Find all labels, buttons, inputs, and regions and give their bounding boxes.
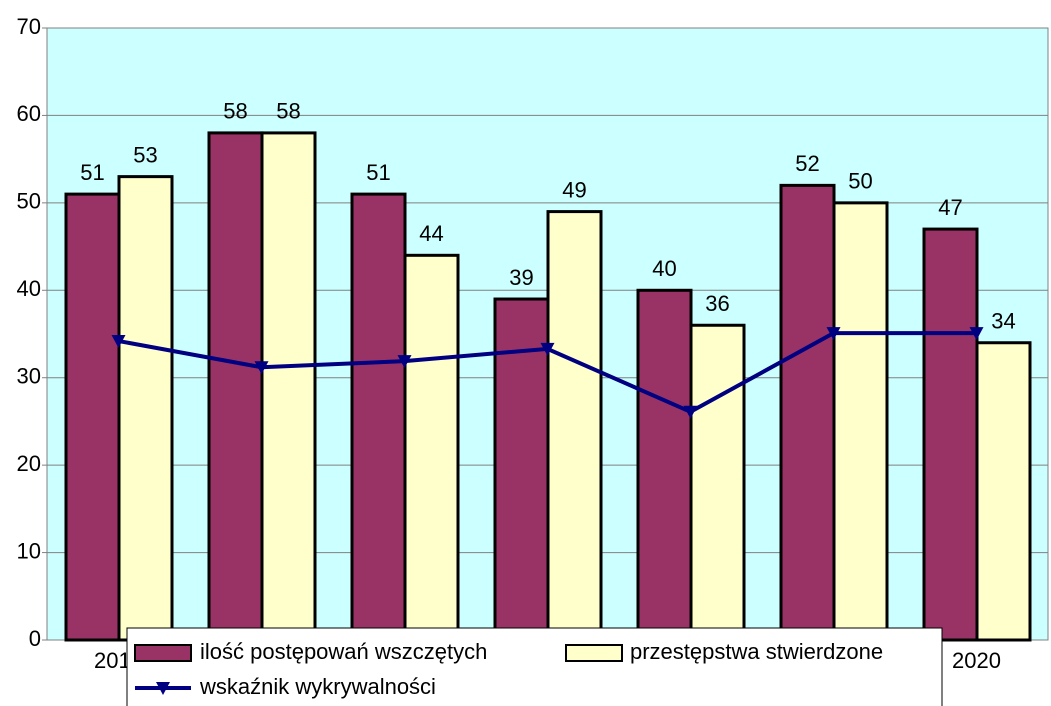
- data-label: 51: [366, 160, 390, 185]
- data-label: 51: [80, 160, 104, 185]
- bar: [64, 192, 121, 642]
- legend-marker: [156, 682, 170, 695]
- bar: [975, 341, 1032, 642]
- bar: [117, 175, 174, 642]
- line-marker: [826, 327, 841, 341]
- line-marker: [969, 327, 984, 341]
- bar: [922, 227, 979, 642]
- legend-swatch: [134, 644, 192, 662]
- y-tick-label: 10: [17, 538, 41, 563]
- bar: [350, 192, 407, 642]
- y-tick-label: 50: [17, 189, 41, 214]
- data-label: 47: [938, 195, 962, 220]
- bar: [832, 201, 889, 642]
- y-tick-label: 30: [17, 364, 41, 389]
- bar: [260, 131, 317, 642]
- data-label: 44: [419, 221, 443, 246]
- data-label: 52: [795, 151, 819, 176]
- line-marker: [254, 361, 269, 375]
- data-label: 58: [223, 99, 247, 124]
- data-label: 49: [562, 177, 586, 202]
- data-label: 39: [509, 265, 533, 290]
- bar: [546, 210, 603, 642]
- legend-label: wskaźnik wykrywalności: [199, 674, 436, 699]
- line-marker: [397, 355, 412, 369]
- line-marker: [111, 334, 126, 348]
- data-label: 34: [991, 309, 1015, 334]
- y-tick-label: 60: [17, 101, 41, 126]
- data-label: 50: [848, 169, 872, 194]
- legend-label: przestępstwa stwierdzone: [630, 639, 883, 664]
- line-marker: [683, 405, 698, 419]
- legend-label: ilość postępowań wszczętych: [200, 639, 487, 664]
- bar: [779, 183, 836, 642]
- data-label: 40: [652, 256, 676, 281]
- y-tick-label: 70: [17, 14, 41, 39]
- legend: [126, 627, 943, 706]
- y-tick-label: 20: [17, 451, 41, 476]
- bar: [689, 323, 746, 642]
- data-label: 36: [705, 291, 729, 316]
- line-marker: [540, 342, 555, 356]
- bar: [403, 253, 460, 642]
- data-label: 58: [276, 99, 300, 124]
- data-label: 53: [133, 142, 157, 167]
- bar: [493, 297, 550, 642]
- legend-swatch: [565, 644, 623, 662]
- bar: [636, 288, 693, 642]
- bar: [207, 131, 264, 642]
- x-tick-label: 2020: [952, 648, 1001, 673]
- y-tick-label: 40: [17, 276, 41, 301]
- y-tick-label: 0: [29, 626, 41, 651]
